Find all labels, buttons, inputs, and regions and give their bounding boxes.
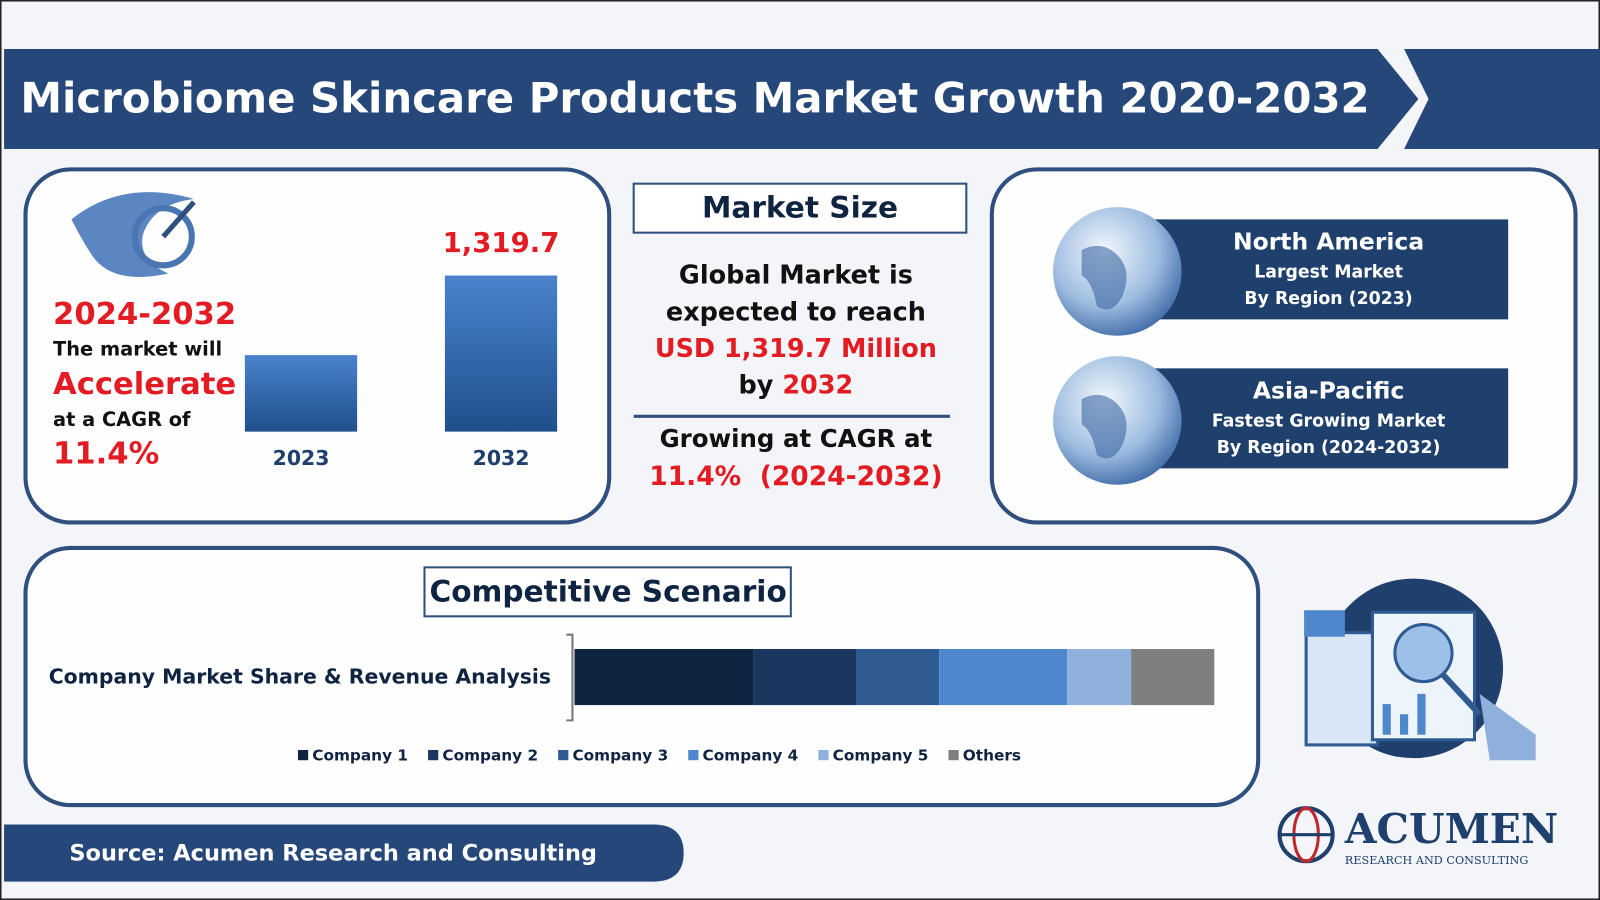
by: by [739,371,774,401]
text-line: Global Market is [679,261,913,291]
bar-segment [856,648,940,706]
legend-swatch [428,750,439,761]
legend-label: Company 5 [833,747,929,765]
region-line: Fastest Growing Market [1212,411,1445,431]
heading: Competitive Scenario [430,574,787,608]
value-label: 1,319.7 [443,227,560,259]
period: 2024-2032 [53,297,236,332]
text-line: expected to reach [666,297,926,327]
logo-name: ACUMEN [1344,805,1558,853]
legend-swatch [948,750,959,761]
header-banner [4,48,1419,149]
bar-segment [1067,648,1132,706]
growth-panel [23,167,612,525]
legend-label: Company 4 [703,747,799,765]
verb: Accelerate [53,367,236,402]
category-label: Company Market Share & Revenue Analysis [49,665,551,689]
legend-label: Company 3 [572,747,668,765]
bar-chart: 2023 2032 1,319.7 [244,227,560,470]
legend-swatch [688,750,699,761]
region-box [1147,219,1509,320]
legend-label: Company 2 [442,747,538,765]
region-line: Largest Market [1254,262,1403,282]
header-chevron [1404,48,1600,149]
logo-tagline: RESEARCH AND CONSULTING [1345,854,1528,867]
region-line: By Region (2023) [1244,289,1412,309]
growth-value: 11.4% (2024-2032) [649,461,942,492]
x-tick-label: 2032 [473,446,530,470]
regions: North America Largest Market By Region (20… [1053,207,1509,485]
bar-segment [753,648,856,706]
bar-segment [1131,648,1215,706]
text-line: Growing at CAGR at [660,424,933,453]
text-line: The market will [53,338,222,361]
stacked-bar-chart: Company Market Share & Revenue Analysis C… [49,633,1215,765]
bar [444,275,558,432]
globe-land [1081,394,1127,459]
heading-box [423,566,792,618]
text-line: at a CAGR of [53,408,191,431]
globe-land [1081,245,1127,310]
x-tick-label: 2023 [273,446,330,470]
bar [244,355,358,432]
source-banner [4,824,684,882]
text-line: by 2032 [739,371,854,401]
legend-label: Company 1 [312,747,408,765]
logo: ACUMEN RESEARCH AND CONSULTING [1277,805,1558,867]
bar-segment [939,648,1068,706]
legend-swatch [818,750,829,761]
region-box [1147,368,1509,469]
year: 2032 [782,371,853,401]
amount: USD 1,319.7 Million [655,334,937,364]
region-name: North America [1233,227,1424,255]
analytics-icon [1304,578,1536,761]
speed-icon [71,192,196,277]
legend-swatch [558,750,569,761]
heading-box [632,182,968,234]
cagr: 11.4% [53,437,159,472]
legend-swatch [297,750,309,761]
region-name: Asia-Pacific [1253,376,1404,404]
legend-label: Others [963,747,1021,765]
region-line: By Region (2024-2032) [1217,438,1441,458]
page-title: Microbiome Skincare Products Market Grow… [20,74,1369,123]
heading: Market Size [702,191,898,225]
axis [566,633,574,722]
source: Source: Acumen Research and Consulting [69,841,597,867]
bar-segment [574,648,754,706]
